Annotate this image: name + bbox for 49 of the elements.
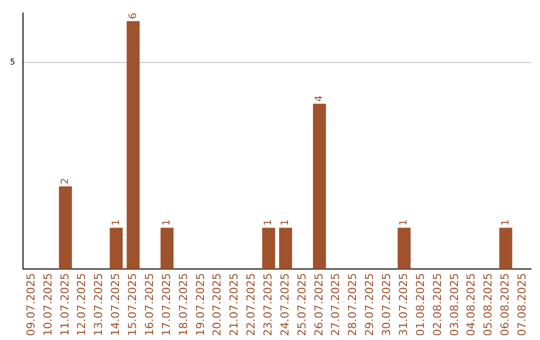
data-label: 1 <box>162 219 173 226</box>
x-tick-label: 15.07.2025 <box>126 273 140 336</box>
x-tick-label: 06.08.2025 <box>498 273 512 336</box>
x-tick-label: 20.07.2025 <box>210 273 224 336</box>
x-tick-label: 22.07.2025 <box>244 273 258 336</box>
x-tick-label: 14.07.2025 <box>109 273 122 336</box>
x-tick-label: 25.07.2025 <box>295 273 308 336</box>
x-tick-label: 29.07.2025 <box>363 273 376 336</box>
bar <box>262 228 276 270</box>
x-tick-label: 09.07.2025 <box>24 273 38 336</box>
bar <box>279 228 292 270</box>
x-tick-label: 23.07.2025 <box>262 273 275 336</box>
y-tick-label: 5 <box>10 57 16 66</box>
data-label: 1 <box>500 219 512 226</box>
bar <box>398 228 411 270</box>
x-tick-label: 18.07.2025 <box>176 273 190 336</box>
bar <box>126 21 140 270</box>
bar <box>110 228 123 270</box>
x-tick-label: 30.07.2025 <box>380 273 394 336</box>
data-label: 1 <box>280 219 292 226</box>
x-tick-label: 11.07.2025 <box>58 273 72 336</box>
x-tick-label: 07.08.2025 <box>516 273 529 336</box>
x-tick-label: 12.07.2025 <box>75 273 88 336</box>
x-tick-label: 05.08.2025 <box>482 273 495 336</box>
x-tick-label: 19.07.2025 <box>194 273 207 336</box>
data-label: 1 <box>263 219 274 226</box>
x-tick-label: 01.08.2025 <box>414 273 427 336</box>
x-tick-label: 04.08.2025 <box>464 273 478 336</box>
bar <box>312 104 326 270</box>
data-label: 1 <box>110 219 122 226</box>
x-tick-label: 16.07.2025 <box>142 273 156 336</box>
x-tick-label: 02.08.2025 <box>430 273 444 336</box>
x-tick-label: 13.07.2025 <box>92 273 106 336</box>
x-tick-label: 26.07.2025 <box>312 273 326 336</box>
x-tick-label: 17.07.2025 <box>160 273 173 336</box>
x-tick-label: 31.07.2025 <box>396 273 410 336</box>
data-label: 6 <box>128 12 139 20</box>
bar <box>58 186 72 270</box>
x-tick-label: 27.07.2025 <box>329 273 342 336</box>
data-label: 4 <box>314 95 326 102</box>
data-label: 1 <box>398 219 410 226</box>
x-tick-label: 10.07.2025 <box>41 273 54 336</box>
bar <box>160 228 174 270</box>
bar <box>499 228 512 270</box>
x-tick-label: 28.07.2025 <box>346 273 360 336</box>
x-tick-label: 21.07.2025 <box>228 273 241 336</box>
x-tick-label: 24.07.2025 <box>278 273 292 336</box>
data-label: 2 <box>60 178 72 184</box>
x-tick-label: 03.08.2025 <box>448 273 461 336</box>
